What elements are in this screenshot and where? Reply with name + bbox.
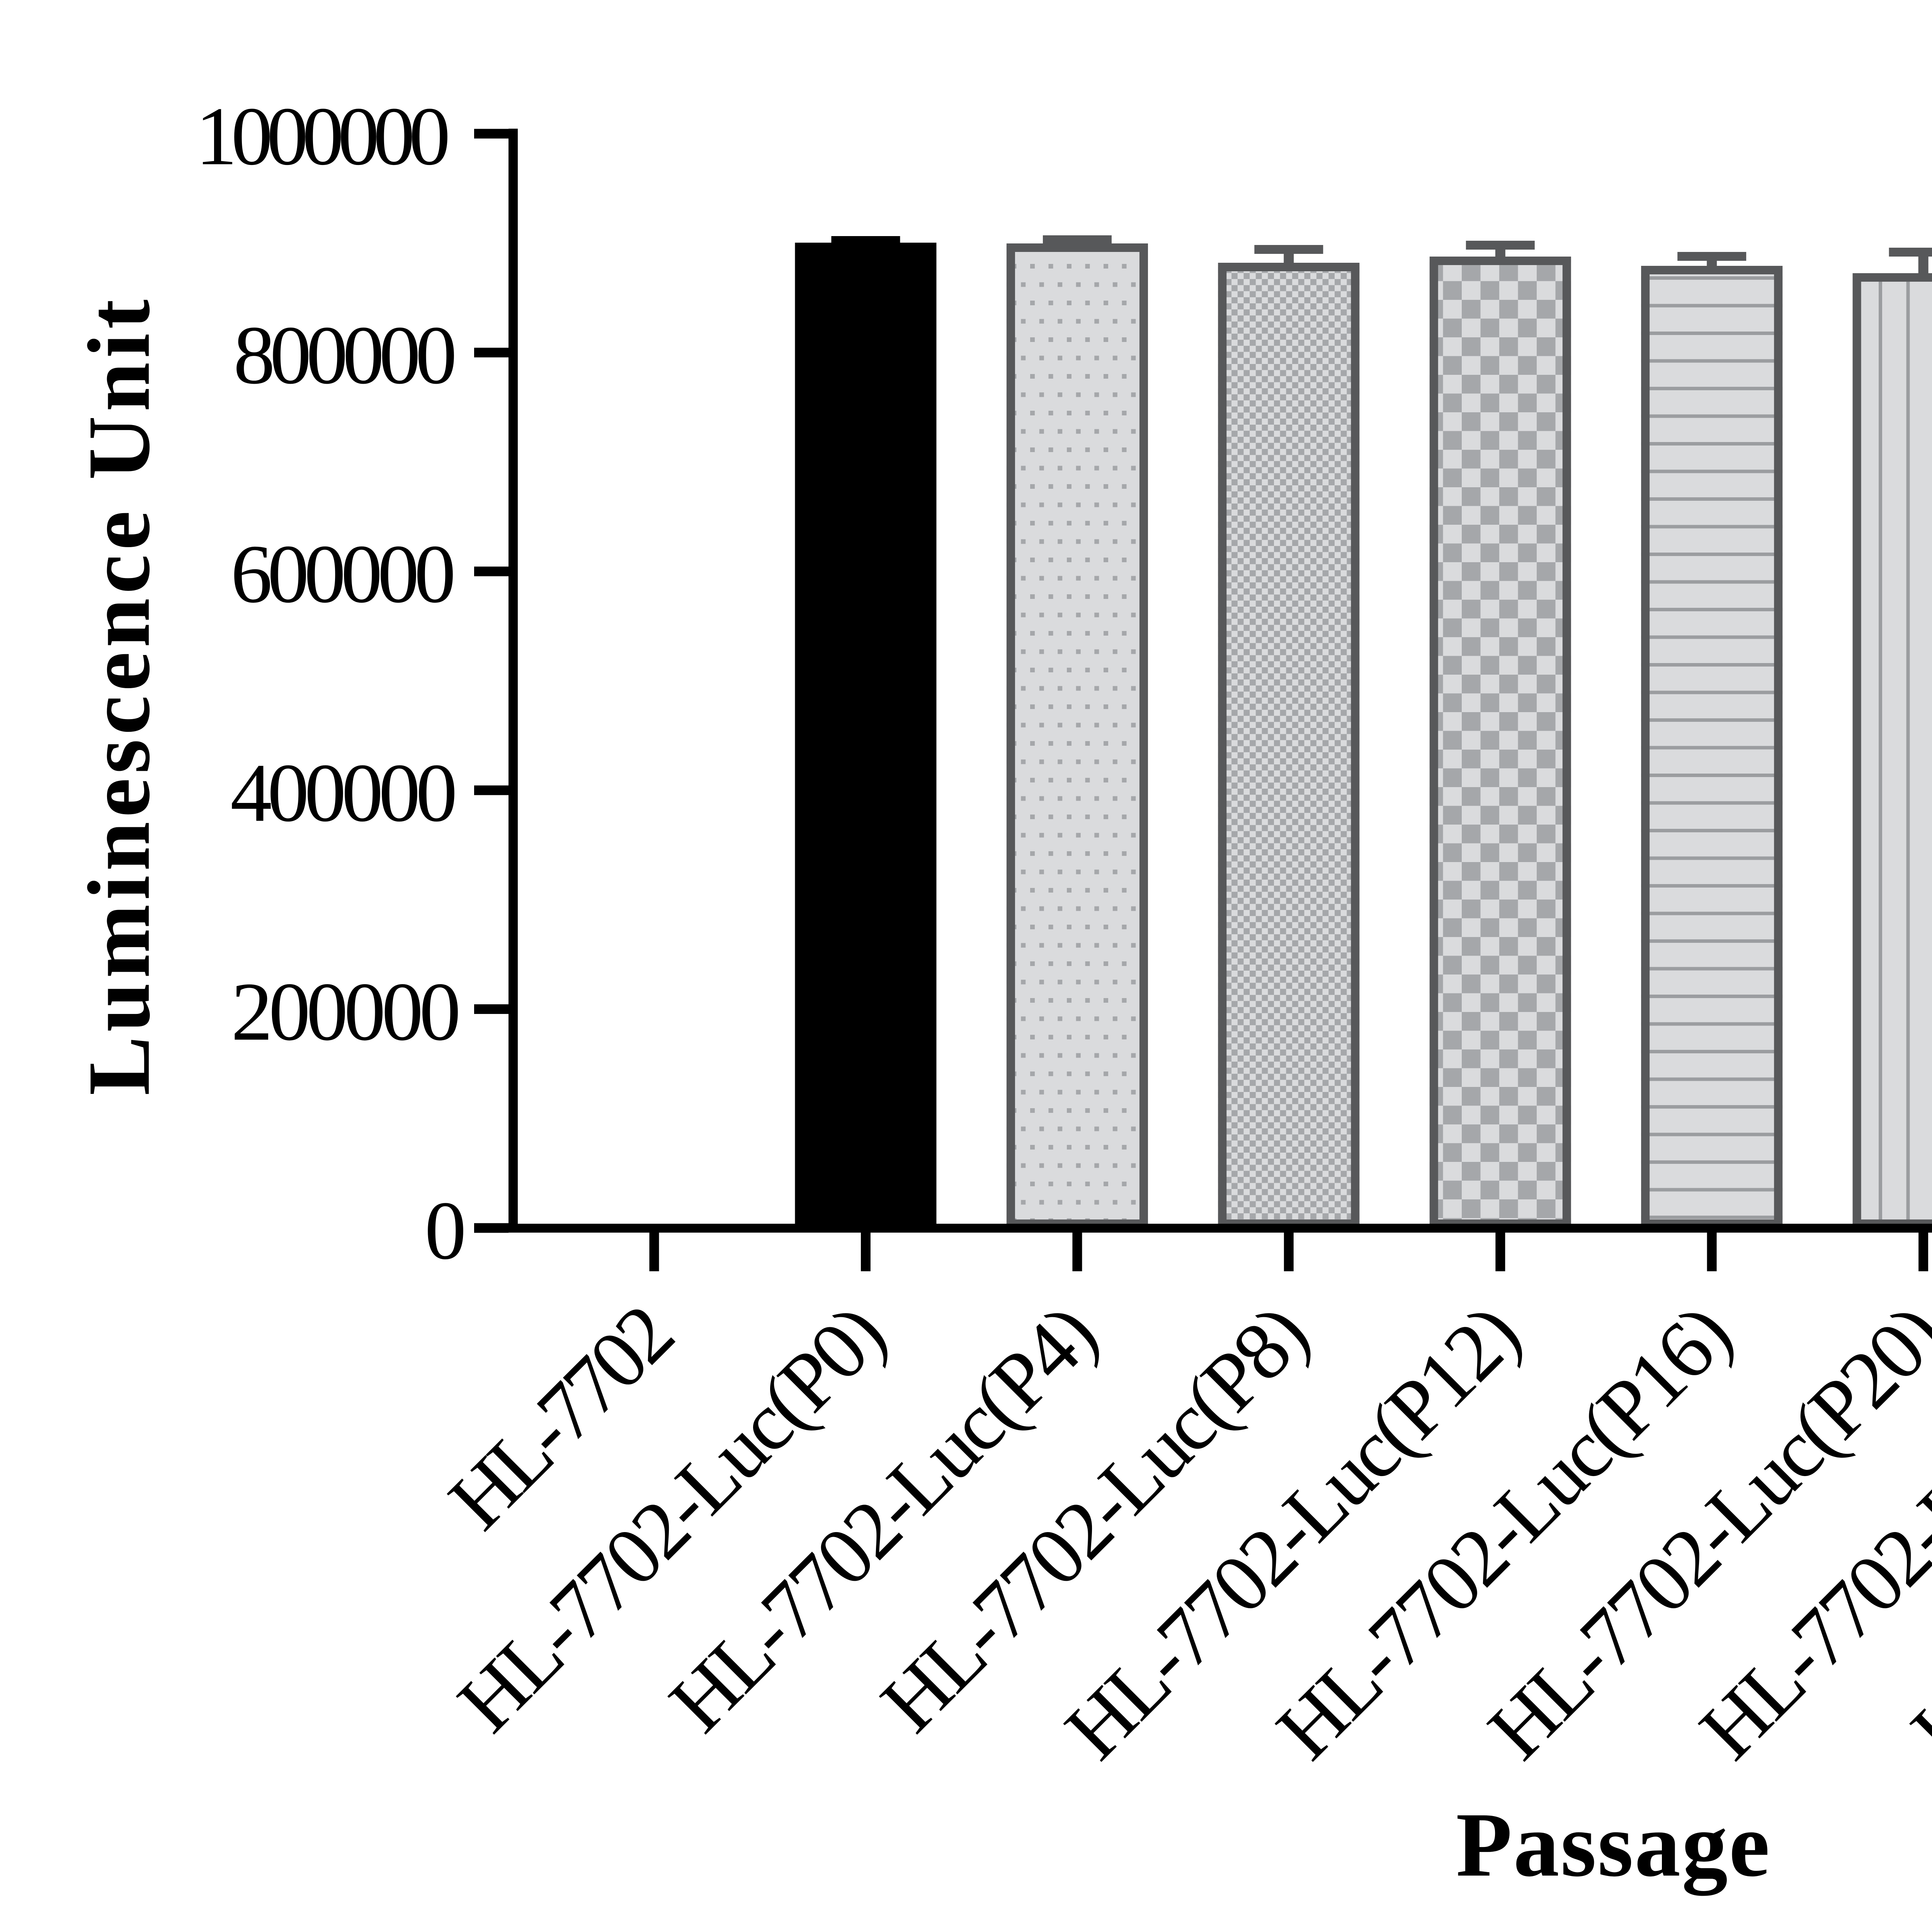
svg-text:600000: 600000	[231, 528, 456, 620]
svg-text:Passage: Passage	[1456, 1794, 1770, 1896]
svg-text:1000000: 1000000	[196, 90, 451, 182]
svg-text:0: 0	[425, 1184, 466, 1277]
svg-text:Luminescence Unit: Luminescence Unit	[70, 299, 168, 1095]
svg-text:400000: 400000	[230, 747, 457, 839]
svg-text:200000: 200000	[231, 966, 461, 1058]
svg-text:800000: 800000	[233, 309, 457, 401]
